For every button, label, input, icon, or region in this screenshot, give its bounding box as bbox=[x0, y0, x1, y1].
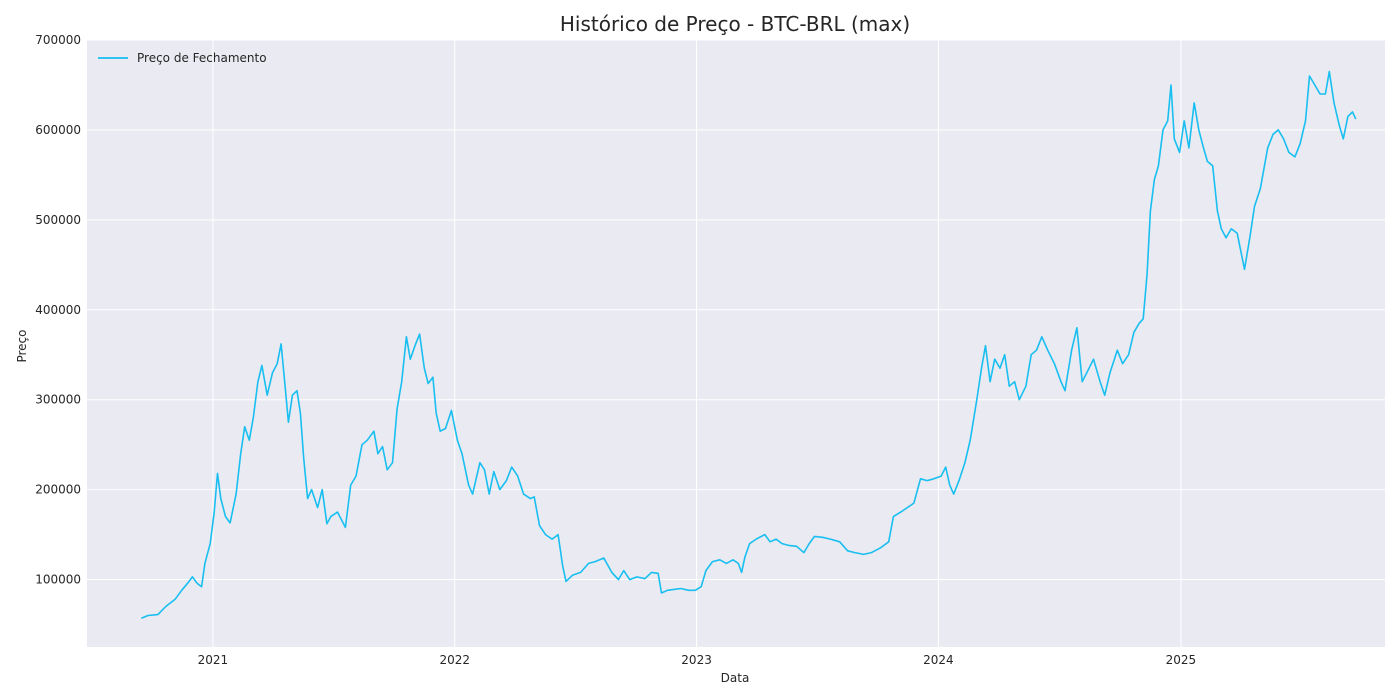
y-tick-label: 200000 bbox=[35, 483, 81, 497]
x-tick-label: 2023 bbox=[681, 653, 712, 667]
y-tick-label: 600000 bbox=[35, 123, 81, 137]
chart-title: Histórico de Preço - BTC-BRL (max) bbox=[560, 12, 910, 36]
legend: Preço de Fechamento bbox=[98, 51, 267, 65]
x-axis-label: Data bbox=[721, 671, 750, 685]
y-axis-label: Preço bbox=[15, 329, 29, 362]
x-tick-label: 2025 bbox=[1166, 653, 1197, 667]
x-axis-ticks: 2021 2022 2023 2024 2025 bbox=[198, 653, 1197, 667]
series-line-preco-fechamento bbox=[141, 70, 1357, 619]
y-axis-ticks: 100000 200000 300000 400000 500000 600000 7000… bbox=[35, 33, 81, 587]
y-tick-label: 400000 bbox=[35, 303, 81, 317]
plot-area bbox=[87, 40, 1385, 647]
x-tick-label: 2022 bbox=[439, 653, 470, 667]
x-tick-label: 2021 bbox=[198, 653, 229, 667]
grid-lines bbox=[87, 39, 1385, 647]
x-tick-label: 2024 bbox=[923, 653, 954, 667]
legend-label: Preço de Fechamento bbox=[137, 51, 267, 65]
y-tick-label: 700000 bbox=[35, 33, 81, 47]
y-tick-label: 300000 bbox=[35, 393, 81, 407]
y-tick-label: 500000 bbox=[35, 213, 81, 227]
y-tick-label: 100000 bbox=[35, 573, 81, 587]
